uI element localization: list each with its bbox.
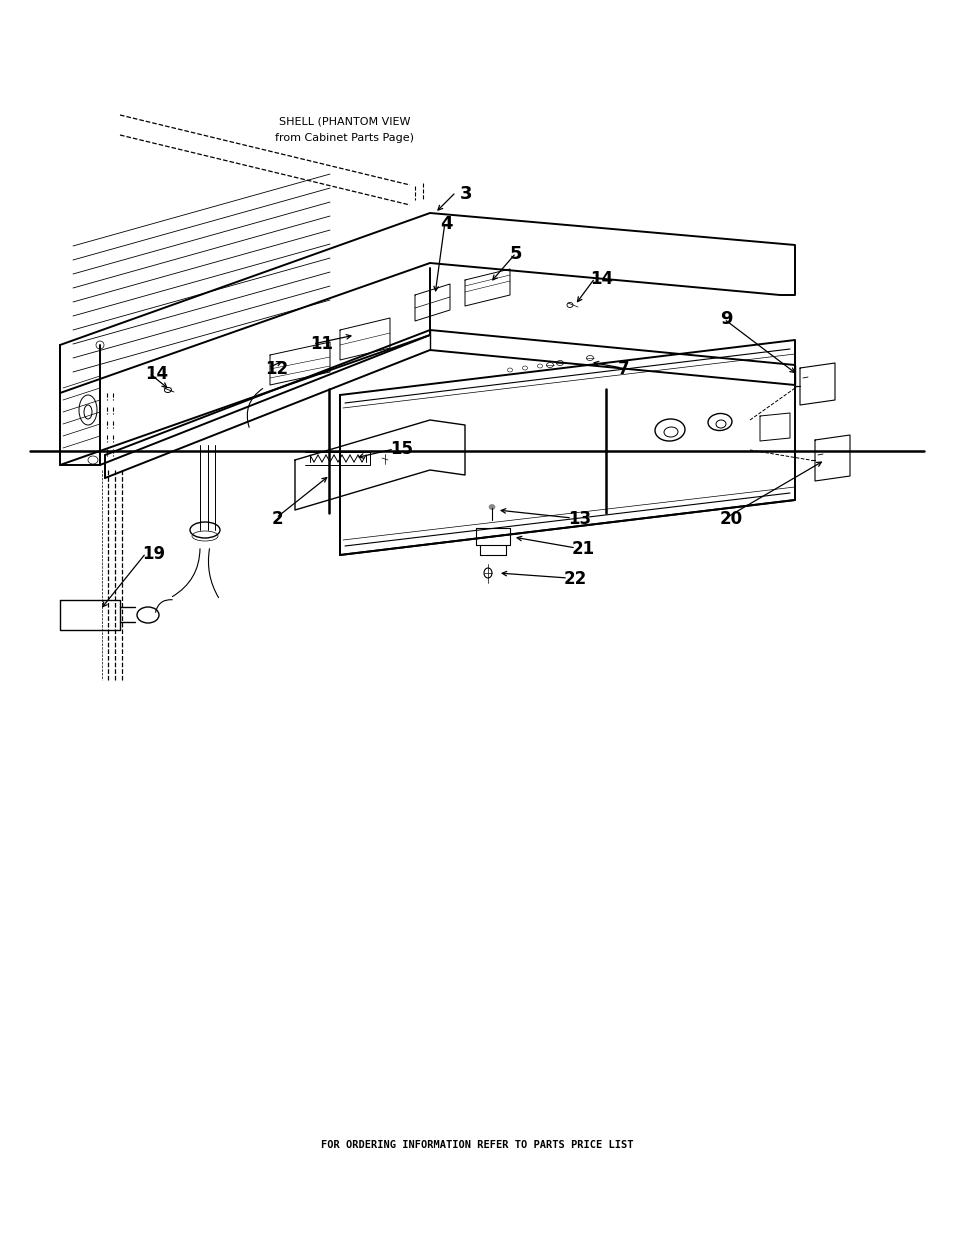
Text: FOR ORDERING INFORMATION REFER TO PARTS PRICE LIST: FOR ORDERING INFORMATION REFER TO PARTS … bbox=[320, 1140, 633, 1150]
Text: 21: 21 bbox=[572, 540, 595, 558]
Text: 3: 3 bbox=[459, 185, 472, 203]
Text: 14: 14 bbox=[589, 270, 613, 288]
Text: 9: 9 bbox=[720, 310, 732, 329]
Text: 7: 7 bbox=[618, 359, 629, 378]
Text: 19: 19 bbox=[142, 545, 165, 563]
Text: 22: 22 bbox=[563, 571, 587, 588]
Ellipse shape bbox=[489, 505, 495, 510]
Text: 20: 20 bbox=[720, 510, 742, 529]
Text: 12: 12 bbox=[265, 359, 288, 378]
Text: from Cabinet Parts Page): from Cabinet Parts Page) bbox=[275, 133, 414, 143]
Text: 15: 15 bbox=[390, 440, 413, 458]
Text: 14: 14 bbox=[145, 366, 168, 383]
Text: SHELL (PHANTOM VIEW: SHELL (PHANTOM VIEW bbox=[279, 117, 411, 127]
Text: 5: 5 bbox=[510, 245, 522, 263]
Text: 4: 4 bbox=[439, 215, 452, 233]
Text: 11: 11 bbox=[310, 335, 333, 353]
Text: 2: 2 bbox=[272, 510, 283, 529]
Text: 13: 13 bbox=[567, 510, 591, 529]
